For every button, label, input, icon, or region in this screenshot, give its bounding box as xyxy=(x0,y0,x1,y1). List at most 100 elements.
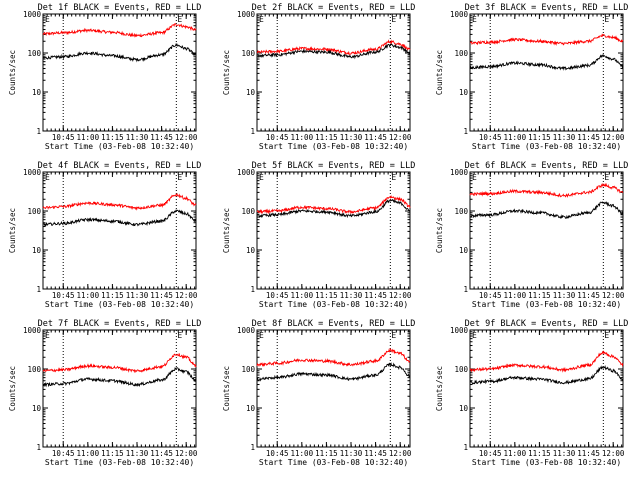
x-tick-label: 10:45 xyxy=(479,133,502,142)
x-tick-label: 10:45 xyxy=(52,291,75,300)
panel-6: Det 6f BLACK = Events, RED = LLD 1 10 100 10… xyxy=(435,161,628,309)
plot-frame xyxy=(42,329,197,448)
panel-2: Det 2f BLACK = Events, RED = LLD 1 10 100 10… xyxy=(222,3,415,151)
y-tick-label: 10 xyxy=(459,88,469,97)
series-line xyxy=(469,350,624,373)
x-tick-label: 11:15 xyxy=(101,133,124,142)
x-axis-label: Start Time (03-Feb-08 10:32:40) xyxy=(259,142,408,151)
y-axis-label: Counts/sec xyxy=(435,366,444,411)
x-tick-label: 11:30 xyxy=(553,133,576,142)
plot-frame xyxy=(256,171,411,290)
y-tick-label: 1 xyxy=(250,127,255,136)
y-tick-label: 10 xyxy=(459,246,469,255)
y-tick-label: 1 xyxy=(36,443,41,452)
panel-title: Det 7f BLACK = Events, RED = LLD xyxy=(38,319,202,329)
y-tick-label: 10 xyxy=(32,88,42,97)
x-tick-label: 11:30 xyxy=(553,449,576,458)
y-axis-label: Counts/sec xyxy=(222,50,231,95)
x-tick-label: 11:00 xyxy=(77,449,100,458)
panel-4: Det 4f BLACK = Events, RED = LLD 1 10 100 10… xyxy=(8,161,201,309)
y-tick-label: 1 xyxy=(463,443,468,452)
plot-frame xyxy=(256,329,411,448)
panel-3: Det 3f BLACK = Events, RED = LLD 1 10 100 10… xyxy=(435,3,628,151)
panel-7: Det 7f BLACK = Events, RED = LLD 1 10 100 10… xyxy=(8,319,201,467)
y-tick-label: 1 xyxy=(250,443,255,452)
x-tick-label: 11:30 xyxy=(553,291,576,300)
x-tick-label: 10:45 xyxy=(266,133,289,142)
series-line xyxy=(256,198,411,219)
x-tick-label: 11:00 xyxy=(504,133,527,142)
y-tick-label: 1000 xyxy=(23,10,42,19)
marker-label: E xyxy=(472,331,477,340)
y-tick-label: 1 xyxy=(36,285,41,294)
y-axis-label: Counts/sec xyxy=(8,50,17,95)
x-tick-label: 11:00 xyxy=(77,291,100,300)
y-tick-label: 1 xyxy=(250,285,255,294)
x-tick-label: 11:15 xyxy=(315,449,338,458)
series-line xyxy=(42,353,197,374)
x-tick-label: 10:45 xyxy=(52,133,75,142)
panel-title: Det 4f BLACK = Events, RED = LLD xyxy=(38,161,202,171)
x-tick-label: 11:45 xyxy=(364,449,387,458)
x-axis-label: Start Time (03-Feb-08 10:32:40) xyxy=(472,300,621,309)
x-axis-label: Start Time (03-Feb-08 10:32:40) xyxy=(472,458,621,467)
panel-title: Det 8f BLACK = Events, RED = LLD xyxy=(252,319,416,329)
x-tick-label: 11:30 xyxy=(340,449,363,458)
series-line xyxy=(256,194,411,215)
x-tick-label: 11:45 xyxy=(364,133,387,142)
series-line xyxy=(256,42,411,60)
x-tick-label: 11:45 xyxy=(150,133,173,142)
y-tick-label: 10 xyxy=(246,88,256,97)
x-tick-label: 11:00 xyxy=(504,449,527,458)
x-tick-label: 11:00 xyxy=(291,133,314,142)
x-tick-label: 11:15 xyxy=(528,133,551,142)
x-tick-label: 11:00 xyxy=(291,449,314,458)
series-line xyxy=(469,33,624,46)
x-tick-label: 10:45 xyxy=(266,449,289,458)
series-line xyxy=(42,192,197,211)
y-axis-label: Counts/sec xyxy=(435,208,444,253)
y-tick-label: 1000 xyxy=(23,168,42,177)
series-line xyxy=(42,42,197,63)
plot-frame xyxy=(469,13,624,132)
x-tick-label: 11:00 xyxy=(291,291,314,300)
panel-1: Det 1f BLACK = Events, RED = LLD 1 10 100 10… xyxy=(8,3,201,151)
series-line xyxy=(469,201,624,219)
marker-label: E xyxy=(259,15,264,24)
y-tick-label: 100 xyxy=(241,365,255,374)
x-tick-label: 11:30 xyxy=(340,291,363,300)
panel-9: Det 9f BLACK = Events, RED = LLD 1 10 100 10… xyxy=(435,319,628,467)
series-line xyxy=(42,209,197,228)
x-tick-label: 10:45 xyxy=(479,449,502,458)
series-line xyxy=(469,365,624,385)
y-tick-label: 100 xyxy=(27,49,41,58)
x-tick-label: 12:00 xyxy=(175,449,198,458)
x-tick-label: 12:00 xyxy=(175,133,198,142)
x-axis-label: Start Time (03-Feb-08 10:32:40) xyxy=(45,142,194,151)
panel-title: Det 5f BLACK = Events, RED = LLD xyxy=(252,161,416,171)
plot-frame xyxy=(469,329,624,448)
marker-label: E xyxy=(604,15,609,24)
marker-label: E xyxy=(472,173,477,182)
x-tick-label: 12:00 xyxy=(389,449,412,458)
marker-label: E xyxy=(259,331,264,340)
x-tick-label: 11:15 xyxy=(101,291,124,300)
x-tick-label: 11:30 xyxy=(126,133,149,142)
marker-label: E xyxy=(391,331,396,340)
panel-title: Det 2f BLACK = Events, RED = LLD xyxy=(252,3,416,13)
x-tick-label: 10:45 xyxy=(52,449,75,458)
panel-title: Det 6f BLACK = Events, RED = LLD xyxy=(465,161,629,171)
x-axis-label: Start Time (03-Feb-08 10:32:40) xyxy=(45,300,194,309)
marker-label: E xyxy=(177,331,182,340)
series-line xyxy=(469,182,624,198)
panel-5: Det 5f BLACK = Events, RED = LLD 1 10 100 10… xyxy=(222,161,415,309)
x-tick-label: 11:15 xyxy=(315,133,338,142)
y-tick-label: 10 xyxy=(246,404,256,413)
series-line xyxy=(42,23,197,38)
x-tick-label: 11:45 xyxy=(577,291,600,300)
y-tick-label: 10 xyxy=(32,404,42,413)
x-tick-label: 11:45 xyxy=(577,449,600,458)
y-tick-label: 1 xyxy=(463,127,468,136)
marker-label: E xyxy=(391,173,396,182)
marker-label: E xyxy=(472,15,477,24)
